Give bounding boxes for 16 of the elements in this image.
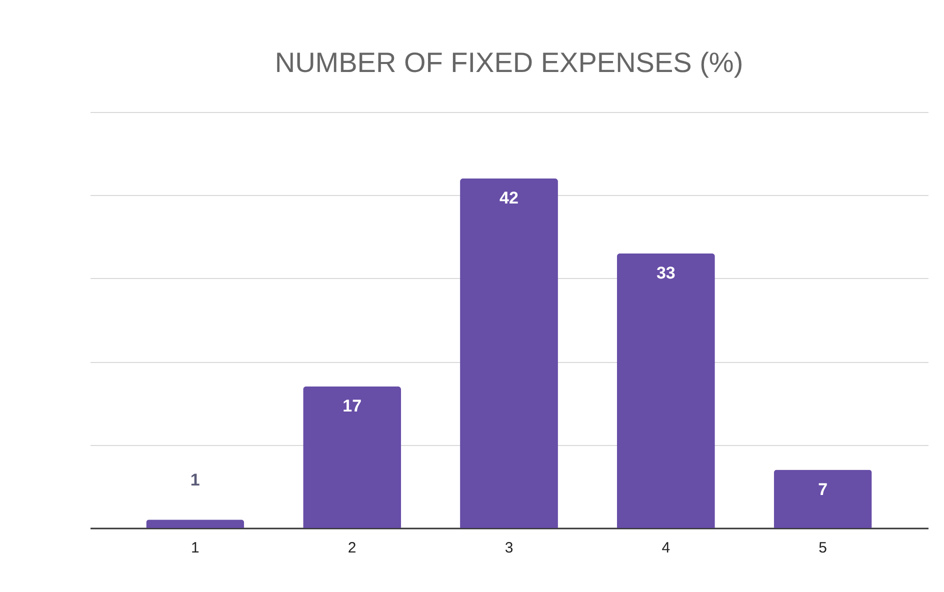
- x-tick-label: 1: [190, 540, 200, 556]
- bar: [616, 253, 715, 528]
- bar: [146, 520, 244, 528]
- data-label: 33: [656, 263, 676, 282]
- data-label: 7: [818, 480, 828, 499]
- bar: [460, 178, 558, 528]
- x-tick-label: 2: [348, 540, 356, 556]
- bar: [303, 386, 402, 528]
- data-label: 42: [500, 188, 518, 208]
- data-label: 1: [190, 470, 200, 490]
- bar: [774, 470, 872, 528]
- data-label: 17: [342, 396, 362, 416]
- chart-title: NUMBER OF FIXED EXPENSES (%): [274, 47, 744, 78]
- x-tick-label: 5: [818, 540, 828, 556]
- x-tick-label: 3: [504, 540, 514, 556]
- x-tick-label: 4: [662, 540, 670, 556]
